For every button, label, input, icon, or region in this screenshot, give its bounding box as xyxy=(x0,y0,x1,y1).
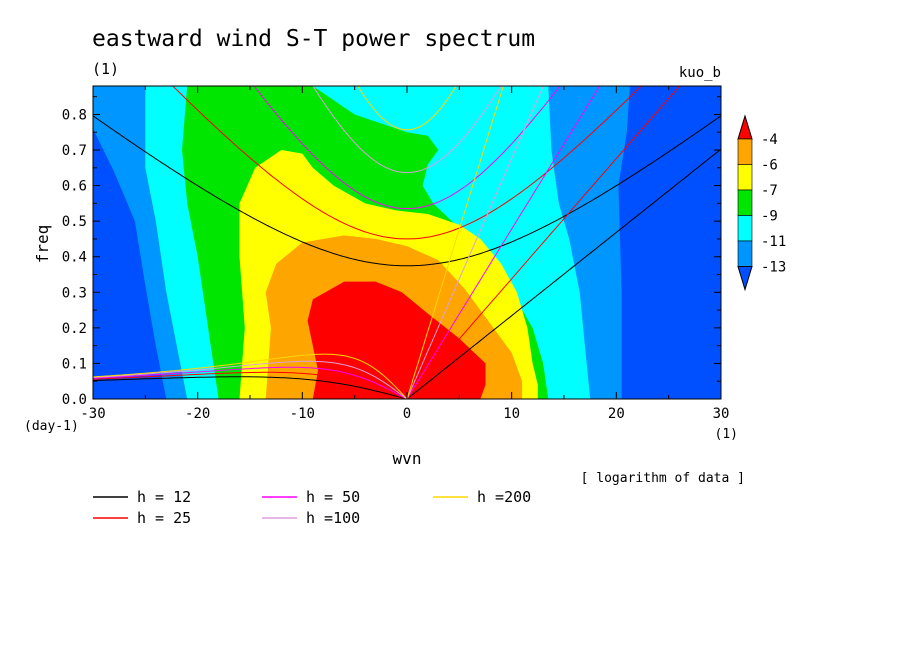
x-axis-unit: (1) xyxy=(715,427,738,442)
colorbar-level-label: -13 xyxy=(761,260,786,276)
series-200-rossby-line xyxy=(93,353,408,399)
dispersion-curves xyxy=(93,86,721,399)
y-tick-label: 0.0 xyxy=(62,392,87,408)
contour-region-6-0 xyxy=(307,281,486,399)
legend-item: h =100 xyxy=(262,509,360,527)
colorbar-top-triangle xyxy=(737,114,753,140)
series-12-curves xyxy=(93,115,721,399)
series-25-inertio-gravity-line xyxy=(172,86,642,240)
x-tick-label: 30 xyxy=(713,406,730,422)
series-100-inertio-gravity-line xyxy=(312,86,502,174)
plot-axes: -30 -20 -10 0 10 20 30 0.0 0.1 0.2 0.3 0.4 0.5 0.6 0.7… xyxy=(62,85,730,422)
series-200-inertio-gravity-line xyxy=(357,86,457,131)
series-50-curves xyxy=(93,86,601,399)
x-tick-label: 10 xyxy=(503,406,520,422)
colorbar-box xyxy=(737,240,753,267)
x-tick-label: -10 xyxy=(290,406,315,422)
chart-subtitle-left: (1) xyxy=(92,60,119,78)
x-axis-label: wvn xyxy=(393,449,422,468)
colorbar-box xyxy=(737,164,753,191)
legend-label: h =100 xyxy=(306,509,360,527)
colorbar-level-label: -6 xyxy=(761,158,778,174)
series-12-kelvin-line xyxy=(406,148,721,399)
series-50-kelvin-line xyxy=(406,86,601,399)
y-tick-label: 0.3 xyxy=(62,285,87,301)
colorbar-bottom-triangle xyxy=(737,266,753,292)
legend-item: h = 50 xyxy=(262,488,360,506)
y-tick-label: 0.7 xyxy=(62,143,87,159)
series-100-rossby-line xyxy=(93,360,408,399)
legend-label: h = 50 xyxy=(306,488,360,506)
series-25-kelvin-line xyxy=(406,86,681,399)
series-100-kelvin-line xyxy=(406,86,544,399)
x-tick-label: -30 xyxy=(80,406,105,422)
chart-title: eastward wind S-T power spectrum xyxy=(92,26,535,52)
x-tick-label: -20 xyxy=(185,406,210,422)
colorbar-level-label: -11 xyxy=(761,234,786,250)
series-25-curves xyxy=(93,86,681,399)
colorbar-level-label: -4 xyxy=(761,132,778,148)
series-50-inertio-gravity-line xyxy=(253,86,561,210)
colorbar-box xyxy=(737,138,753,165)
chart-subtitle-right: kuo_b xyxy=(679,65,721,81)
series-200-curves xyxy=(93,86,504,399)
y-axis-unit: (day-1) xyxy=(24,419,79,434)
legend-label: h =200 xyxy=(477,488,531,506)
series-25-rossby-line xyxy=(93,371,408,399)
legend-label: h = 12 xyxy=(137,488,191,506)
x-tick-label: 20 xyxy=(608,406,625,422)
series-12-inertio-gravity-line xyxy=(93,115,721,267)
series-12-rossby-line xyxy=(93,376,408,399)
legend-item: h = 12 xyxy=(93,488,191,506)
legend-label: h = 25 xyxy=(137,509,191,527)
legend: h = 12 h = 25 h = 50 h =100 h =200 xyxy=(93,488,531,527)
colorbar-level-label: -9 xyxy=(761,209,778,225)
y-tick-label: 0.5 xyxy=(62,214,87,230)
y-tick-label: 0.4 xyxy=(62,250,87,266)
series-50-rossby-line xyxy=(93,366,408,399)
colorbar-level-label: -7 xyxy=(761,183,778,199)
y-tick-label: 0.1 xyxy=(62,356,87,372)
colorbar-box xyxy=(737,189,753,216)
series-200-kelvin-line xyxy=(406,86,504,399)
x-tick-label: 0 xyxy=(403,406,411,422)
data-note: [ logarithm of data ] xyxy=(581,471,745,486)
y-tick-label: 0.8 xyxy=(62,107,87,123)
contour-regions xyxy=(93,86,721,399)
y-tick-label: 0.6 xyxy=(62,179,87,195)
colorbar-box xyxy=(737,215,753,242)
y-axis-label: freq xyxy=(33,225,52,264)
series-100-curves xyxy=(93,86,544,399)
legend-item: h = 25 xyxy=(93,509,191,527)
colorbar: -4 -6 -7 -9 -11 -13 xyxy=(737,114,786,292)
y-tick-label: 0.2 xyxy=(62,321,87,337)
legend-item: h =200 xyxy=(433,488,531,506)
